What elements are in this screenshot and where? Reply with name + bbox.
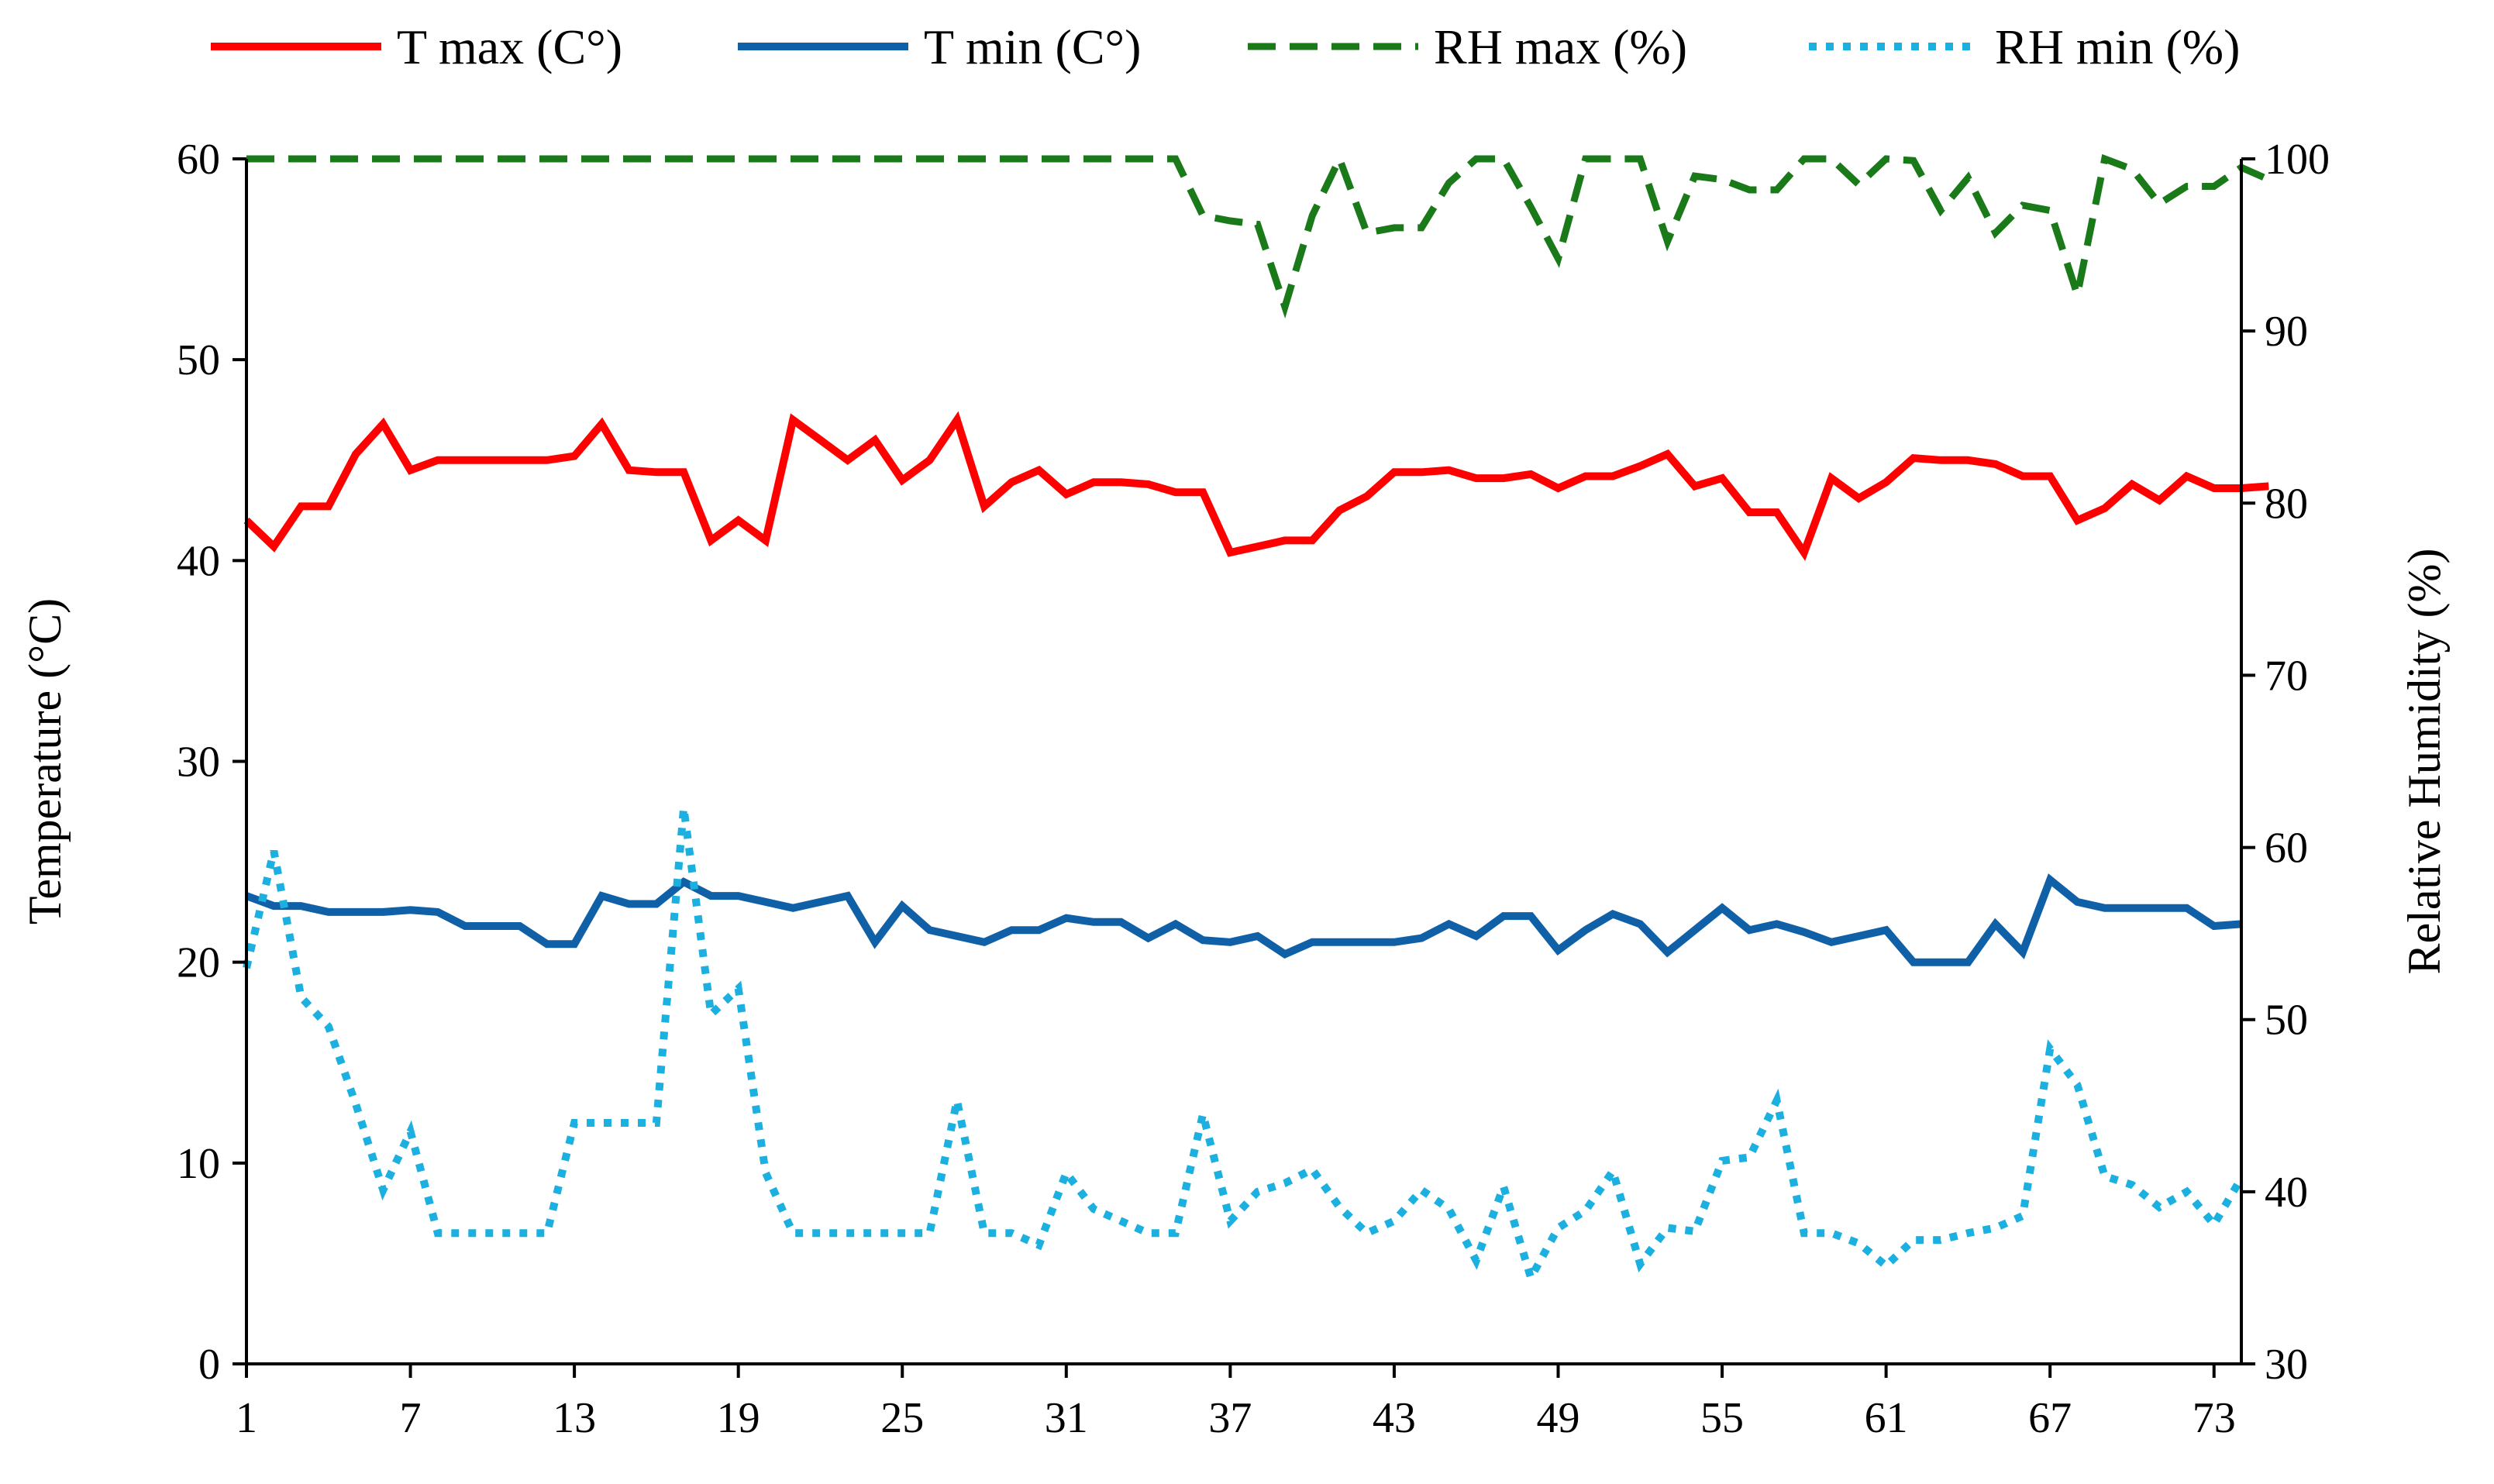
y-right-tick-label: 50 <box>2265 997 2308 1045</box>
x-tick-label: 37 <box>1208 1394 1252 1442</box>
legend-label-1: T min (C°) <box>924 19 1141 74</box>
series-line-2 <box>246 150 2271 318</box>
x-tick-label: 67 <box>2028 1394 2072 1442</box>
axes: 0 10 20 30 40 50 60 30 40 50 60 70 80 90 100 1 7 13 19 25 31… <box>19 136 2450 1442</box>
y-left-tick-label: 30 <box>177 739 220 787</box>
x-tick-label: 13 <box>553 1394 596 1442</box>
x-tick-label: 73 <box>2193 1394 2236 1442</box>
y-right-tick-label: 100 <box>2265 136 2330 184</box>
y-right-tick-label: 90 <box>2265 308 2308 356</box>
y-left-tick-label: 50 <box>177 336 220 384</box>
x-tick-label: 7 <box>400 1394 422 1442</box>
legend: T max (C°) T min (C°) RH max (%) RH min (%) <box>211 19 2240 74</box>
series-line-3 <box>243 807 2245 1288</box>
legend-label-0: T max (C°) <box>397 19 622 74</box>
y-right-tick-label: 70 <box>2265 652 2308 700</box>
x-tick-label: 19 <box>717 1394 760 1442</box>
series-line-0 <box>243 411 2269 561</box>
y-left-tick-label: 40 <box>177 537 220 585</box>
legend-label-2: RH max (%) <box>1434 19 1687 74</box>
x-tick-label: 1 <box>236 1394 257 1442</box>
y-left-tick-label: 20 <box>177 939 220 987</box>
plot-lines <box>243 150 2271 1288</box>
y-left-tick-label: 10 <box>177 1140 220 1188</box>
legend-label-3: RH min (%) <box>1995 19 2240 74</box>
y-right-tick-label: 60 <box>2265 825 2308 873</box>
y-left-axis-title: Temperature (°C) <box>19 598 71 924</box>
y-right-axis-title: Relative Humidity (%) <box>2399 549 2450 975</box>
x-tick-label: 49 <box>1536 1394 1579 1442</box>
y-right-tick-label: 80 <box>2265 480 2308 528</box>
y-right-tick-label: 40 <box>2265 1169 2308 1217</box>
series-line-1 <box>245 873 2242 966</box>
y-left-tick-label: 0 <box>198 1341 220 1389</box>
y-left-tick-label: 60 <box>177 136 220 184</box>
y-right-tick-label: 30 <box>2265 1341 2308 1389</box>
x-tick-label: 43 <box>1373 1394 1416 1442</box>
x-tick-label: 25 <box>880 1394 924 1442</box>
x-tick-label: 55 <box>1700 1394 1744 1442</box>
x-tick-label: 61 <box>1865 1394 1908 1442</box>
x-tick-label: 31 <box>1045 1394 1088 1442</box>
